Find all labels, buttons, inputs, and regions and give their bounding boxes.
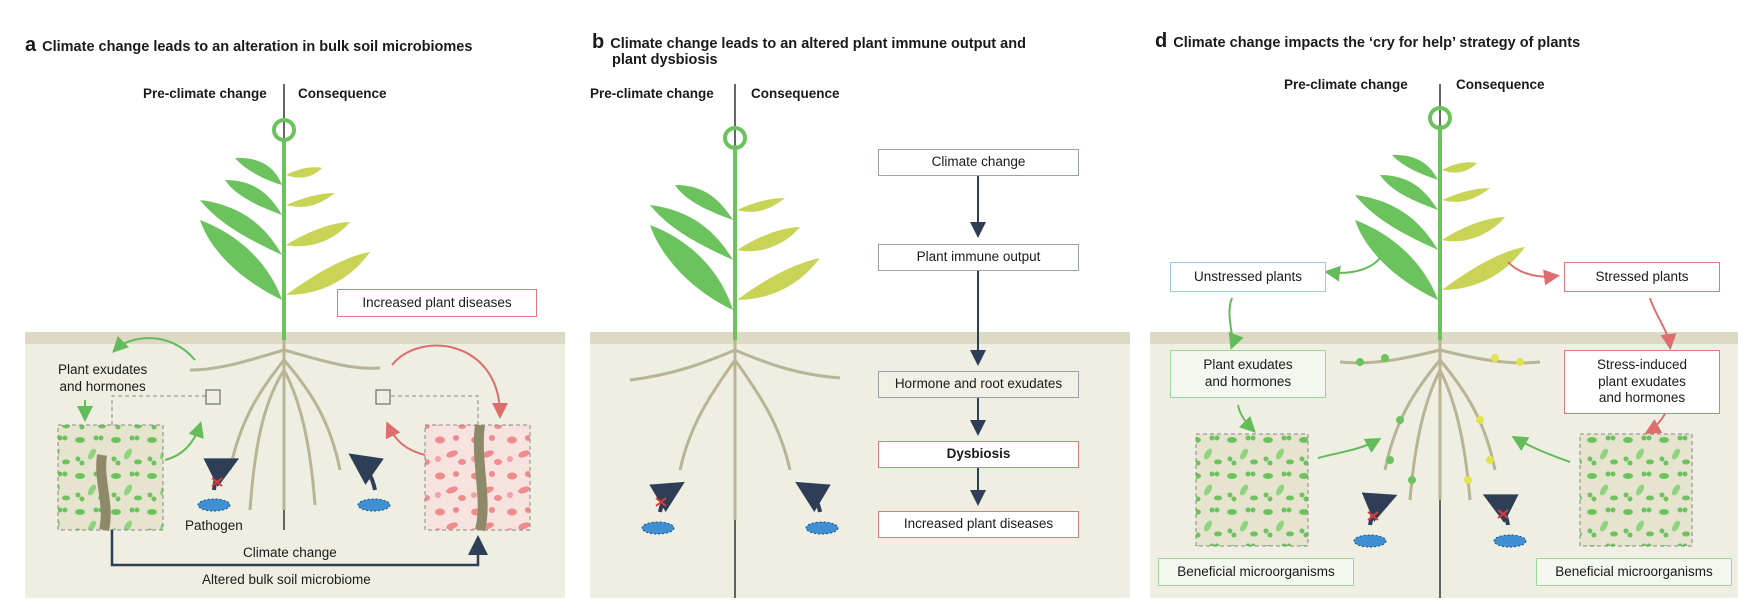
exudates-label: Plant exudates and hormones xyxy=(58,362,148,394)
panel-a-title: a Climate change leads to an alteration i… xyxy=(25,34,473,56)
disease-arrow xyxy=(391,344,508,419)
soil-surface xyxy=(25,332,565,344)
climate-change-label: Climate change xyxy=(243,545,337,560)
flow-step-diseases: Increased plant diseases xyxy=(878,511,1079,538)
panel-b-col-left: Pre-climate change xyxy=(590,86,714,101)
panel-b-col-right: Consequence xyxy=(751,86,840,101)
exudates-left-box: Plant exudates and hormones xyxy=(1170,350,1326,398)
plant-roots xyxy=(189,340,381,511)
pathogen-label: Pathogen xyxy=(185,518,243,533)
flow-step-dysbiosis: Dysbiosis xyxy=(878,441,1079,468)
panel-a-graphic xyxy=(25,84,565,598)
climate-change-arrow xyxy=(110,530,488,567)
panel-a-col-left: Pre-climate change xyxy=(143,86,267,101)
beneficial-left-box: Beneficial microorganisms xyxy=(1158,558,1354,586)
panel-a-col-right: Consequence xyxy=(298,86,387,101)
exudates-right-box: Stress-induced plant exudates and hormon… xyxy=(1564,350,1720,414)
panel-b-title: b Climate change leads to an altered plan… xyxy=(592,31,1026,68)
panel-d-graphic xyxy=(1150,84,1738,598)
flow-step-exudates: Hormone and root exudates xyxy=(878,371,1079,398)
panel-d-col-left: Pre-climate change xyxy=(1284,77,1408,92)
diseases-box: Increased plant diseases xyxy=(337,289,537,317)
unstressed-plants-box: Unstressed plants xyxy=(1170,262,1326,292)
pathogen-right xyxy=(348,453,391,512)
pathogen-left xyxy=(197,458,240,512)
exudate-arrow xyxy=(112,335,196,361)
altered-microbiome-label: Altered bulk soil microbiome xyxy=(202,572,371,587)
beneficial-right-box: Beneficial microorganisms xyxy=(1536,558,1732,586)
flow-step-immune: Plant immune output xyxy=(878,244,1079,271)
stem-tip xyxy=(272,118,296,142)
panel-d-title: d Climate change impacts the ‘cry for hel… xyxy=(1155,30,1581,52)
flow-step-climate: Climate change xyxy=(878,149,1079,176)
stressed-plants-box: Stressed plants xyxy=(1564,262,1720,292)
panel-d-col-right: Consequence xyxy=(1456,77,1545,92)
